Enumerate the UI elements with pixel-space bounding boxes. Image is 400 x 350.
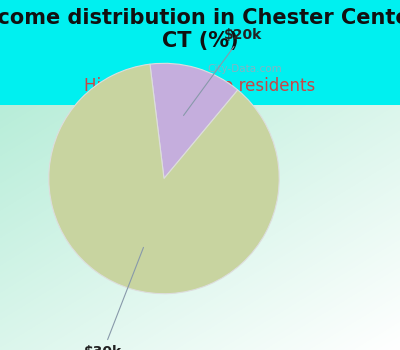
Wedge shape (49, 64, 279, 294)
Text: City-Data.com: City-Data.com (207, 64, 282, 74)
Text: $20k: $20k (184, 28, 262, 116)
Text: Income distribution in Chester Center,
CT (%): Income distribution in Chester Center, C… (0, 8, 400, 51)
Wedge shape (150, 63, 238, 178)
Text: $30k: $30k (84, 247, 144, 350)
Text: Hispanic or Latino residents: Hispanic or Latino residents (84, 77, 316, 95)
